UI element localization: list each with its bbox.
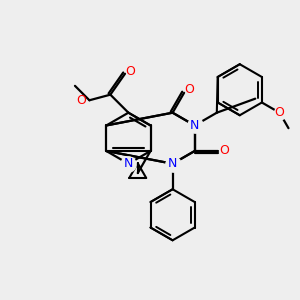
Text: O: O xyxy=(274,106,284,119)
Text: O: O xyxy=(125,65,135,78)
Text: O: O xyxy=(220,145,230,158)
Text: O: O xyxy=(76,94,86,107)
Text: N: N xyxy=(190,119,200,132)
Text: N: N xyxy=(168,157,177,170)
Text: N: N xyxy=(124,157,133,170)
Text: O: O xyxy=(184,83,194,96)
